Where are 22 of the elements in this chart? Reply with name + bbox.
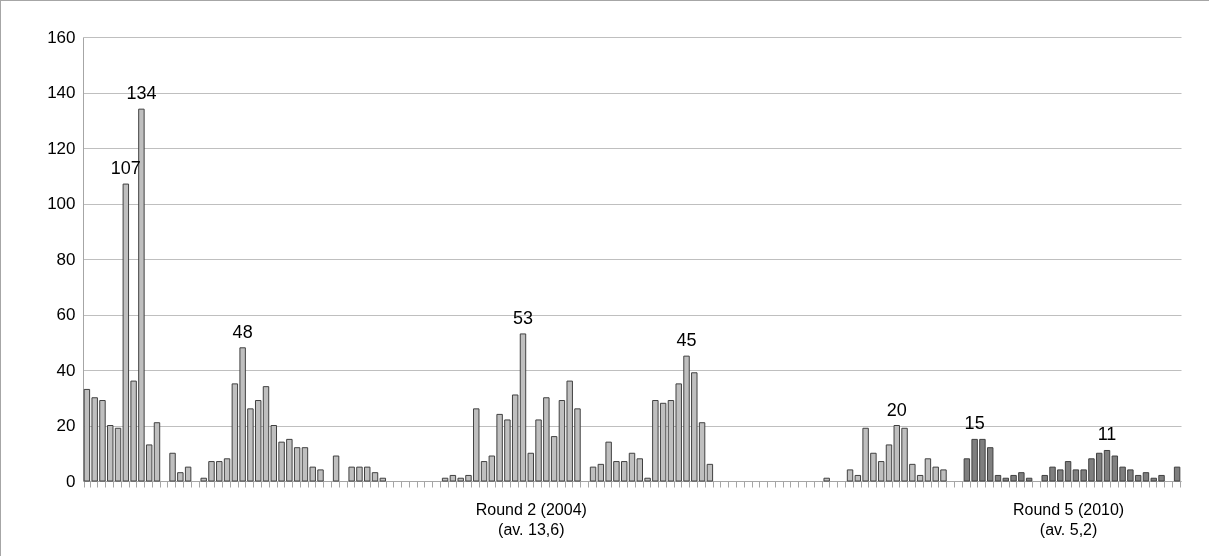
data-label: 15 bbox=[964, 413, 985, 434]
y-tick-label: 80 bbox=[56, 249, 76, 269]
data-label: 11 bbox=[1097, 424, 1117, 445]
y-tick-label: 160 bbox=[47, 27, 76, 47]
x-tick-label: Round 5 (2010) (av. 5,2) bbox=[1012, 500, 1125, 538]
y-tick-label: 140 bbox=[47, 83, 76, 102]
y-tick-label: 0 bbox=[66, 471, 76, 491]
data-label: 48 bbox=[232, 321, 253, 342]
x-tick-label: Round 2 (2004) (av. 13,6) bbox=[475, 500, 587, 538]
y-tick-label: 40 bbox=[56, 360, 76, 380]
bar bbox=[332, 455, 340, 482]
bar bbox=[1173, 466, 1181, 482]
bar bbox=[441, 477, 449, 482]
data-label: 53 bbox=[512, 307, 533, 328]
y-tick-label: 60 bbox=[56, 305, 76, 324]
data-label: 134 bbox=[126, 83, 157, 104]
data-label: 20 bbox=[886, 399, 907, 420]
y-tick-label: 100 bbox=[47, 194, 76, 213]
y-tick-label: 120 bbox=[47, 138, 76, 158]
y-tick-label: 20 bbox=[56, 416, 76, 435]
bar bbox=[823, 477, 830, 482]
data-label: 45 bbox=[676, 330, 697, 351]
